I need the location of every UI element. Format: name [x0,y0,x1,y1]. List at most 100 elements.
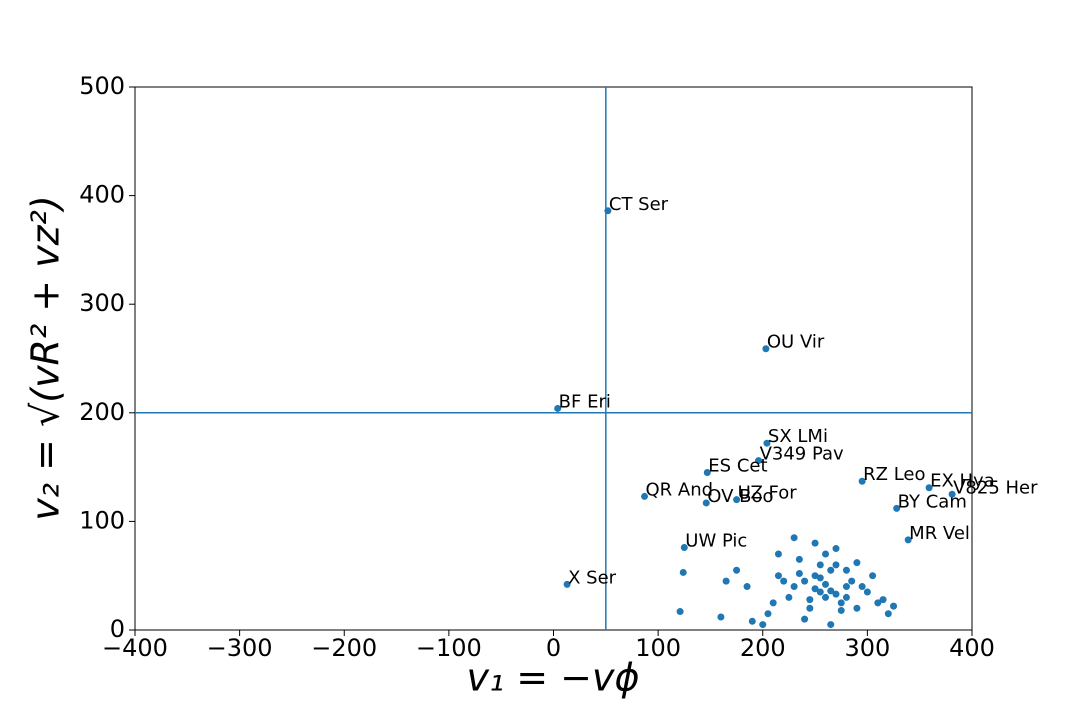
data-point [879,596,887,604]
data-point [774,550,782,558]
data-point [925,484,933,492]
y-tick-label: 100 [79,506,125,534]
data-point [858,583,866,591]
point-label: MR Vel [909,523,970,544]
data-point [822,580,830,588]
data-point [703,469,711,477]
data-point [827,621,835,629]
data-point [795,570,803,578]
y-axis-label: v₂ = √(vR² + vz²) [24,195,68,520]
x-tick-label: −300 [207,634,273,662]
data-point [853,604,861,612]
data-point [811,539,819,547]
data-point [702,499,710,507]
data-point [801,615,809,623]
point-label: V825 Her [953,477,1038,498]
data-point [811,585,819,593]
data-point [904,536,912,544]
x-tick-label: −400 [102,634,168,662]
data-point [604,207,612,215]
data-point [774,572,782,580]
x-tick-label: 400 [949,634,995,662]
data-point [795,555,803,563]
point-label: CT Ser [609,194,669,215]
x-tick-label: −200 [311,634,377,662]
data-point [680,543,688,551]
data-point [743,583,751,591]
data-point [884,610,892,618]
data-point [858,477,866,485]
data-point [801,577,809,585]
data-point [842,566,850,574]
x-axis-label: v₁ = −vϕ [466,656,639,700]
point-label: QR And [646,479,714,500]
data-point [717,613,725,621]
data-point [563,580,571,588]
data-point [948,490,956,498]
point-label: EX Hya [930,471,995,492]
point-label: UW Pic [685,530,747,551]
data-point [733,566,741,574]
x-tick-label: −100 [416,634,482,662]
data-point [822,550,830,558]
data-point [827,587,835,595]
data-point [842,583,850,591]
data-point [842,593,850,601]
data-point [832,545,840,553]
data-point [785,593,793,601]
data-point [755,457,763,465]
data-point [848,577,856,585]
point-label: OV Boo [707,486,773,507]
data-point [827,566,835,574]
data-point [869,572,877,580]
x-tick-label: 100 [635,634,681,662]
data-point [863,588,871,596]
plot-frame [134,86,973,631]
data-point [837,599,845,607]
data-point [853,559,861,567]
data-point [641,492,649,500]
data-point [554,404,562,412]
data-point [822,593,830,601]
x-tick-label: 300 [844,634,890,662]
data-point [832,561,840,569]
data-point [748,617,756,625]
data-point [837,606,845,614]
data-point [733,496,741,504]
point-label: UZ For [738,483,798,504]
data-point [806,596,814,604]
data-point [816,561,824,569]
data-point [816,588,824,596]
data-point [722,577,730,585]
point-label: RZ Leo [863,464,925,485]
point-label: BF Eri [559,391,611,412]
y-tick-label: 0 [110,615,125,643]
data-point [763,439,771,447]
data-point [806,604,814,612]
point-label: SX LMi [768,426,828,447]
data-point [790,583,798,591]
data-point [816,574,824,582]
data-point [679,568,687,576]
point-label: OU Vir [767,332,825,353]
x-tick-label: 200 [740,634,786,662]
data-point [890,602,898,610]
point-label: BY Cam [898,491,967,512]
data-point [762,345,770,353]
data-point [769,599,777,607]
y-tick-label: 500 [79,72,125,100]
data-point [790,534,798,542]
data-point [811,572,819,580]
point-label: ES Cet [708,456,767,477]
x-tick-label: 0 [546,634,561,662]
data-point [764,610,772,618]
y-tick-label: 200 [79,398,125,426]
data-point [893,504,901,512]
data-point [676,608,684,616]
data-point [874,599,882,607]
data-point [759,621,767,629]
y-tick-label: 300 [79,289,125,317]
data-point [832,590,840,598]
y-tick-label: 400 [79,181,125,209]
